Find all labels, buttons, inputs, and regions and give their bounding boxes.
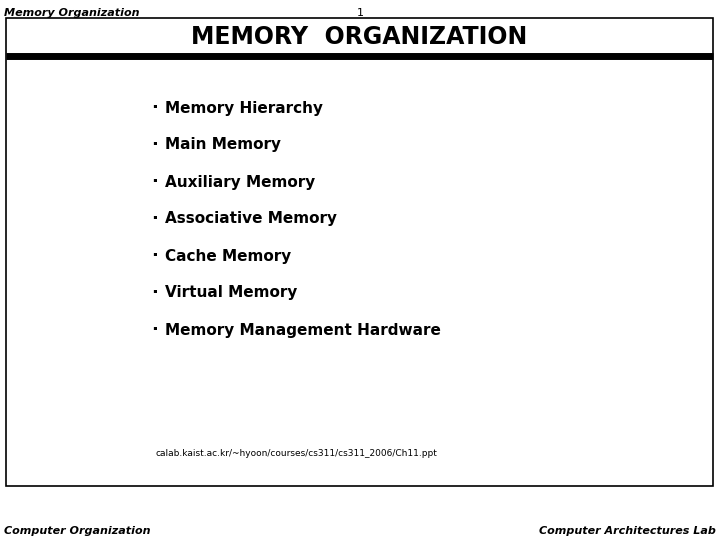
Text: Virtual Memory: Virtual Memory <box>165 286 297 300</box>
Text: Memory Organization: Memory Organization <box>4 8 140 18</box>
Text: Memory Management Hardware: Memory Management Hardware <box>165 322 441 338</box>
Text: MEMORY  ORGANIZATION: MEMORY ORGANIZATION <box>192 25 528 49</box>
Text: ·: · <box>152 321 158 339</box>
Text: 1: 1 <box>356 8 364 18</box>
Text: Main Memory: Main Memory <box>165 138 281 152</box>
Text: ·: · <box>152 247 158 265</box>
Text: ·: · <box>152 173 158 191</box>
Text: ·: · <box>152 99 158 117</box>
Text: ·: · <box>152 210 158 228</box>
Bar <box>6 18 713 486</box>
Text: Cache Memory: Cache Memory <box>165 248 292 264</box>
Text: ·: · <box>152 136 158 154</box>
Text: Associative Memory: Associative Memory <box>165 212 337 226</box>
Text: Computer Architectures Lab: Computer Architectures Lab <box>539 526 716 536</box>
Text: calab.kaist.ac.kr/~hyoon/courses/cs311/cs311_2006/Ch11.ppt: calab.kaist.ac.kr/~hyoon/courses/cs311/c… <box>155 449 437 458</box>
Text: Computer Organization: Computer Organization <box>4 526 150 536</box>
Text: ·: · <box>152 284 158 302</box>
Text: Auxiliary Memory: Auxiliary Memory <box>165 174 315 190</box>
Text: Memory Hierarchy: Memory Hierarchy <box>165 100 323 116</box>
